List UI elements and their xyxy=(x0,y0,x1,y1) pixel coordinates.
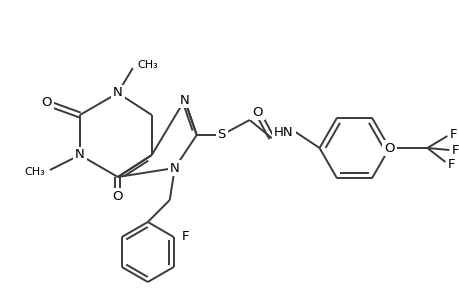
Text: S: S xyxy=(217,128,225,142)
Text: N: N xyxy=(113,86,123,100)
Text: HN: HN xyxy=(274,125,293,139)
Text: O: O xyxy=(383,142,394,154)
Text: F: F xyxy=(451,143,458,157)
Text: F: F xyxy=(448,128,456,140)
Text: F: F xyxy=(181,230,189,244)
Text: N: N xyxy=(179,94,189,106)
Text: O: O xyxy=(252,106,262,118)
Text: O: O xyxy=(112,190,123,202)
Text: F: F xyxy=(447,158,454,170)
Text: N: N xyxy=(75,148,84,161)
Text: CH₃: CH₃ xyxy=(138,60,158,70)
Text: CH₃: CH₃ xyxy=(24,167,45,177)
Text: O: O xyxy=(42,97,52,110)
Text: N: N xyxy=(169,161,179,175)
